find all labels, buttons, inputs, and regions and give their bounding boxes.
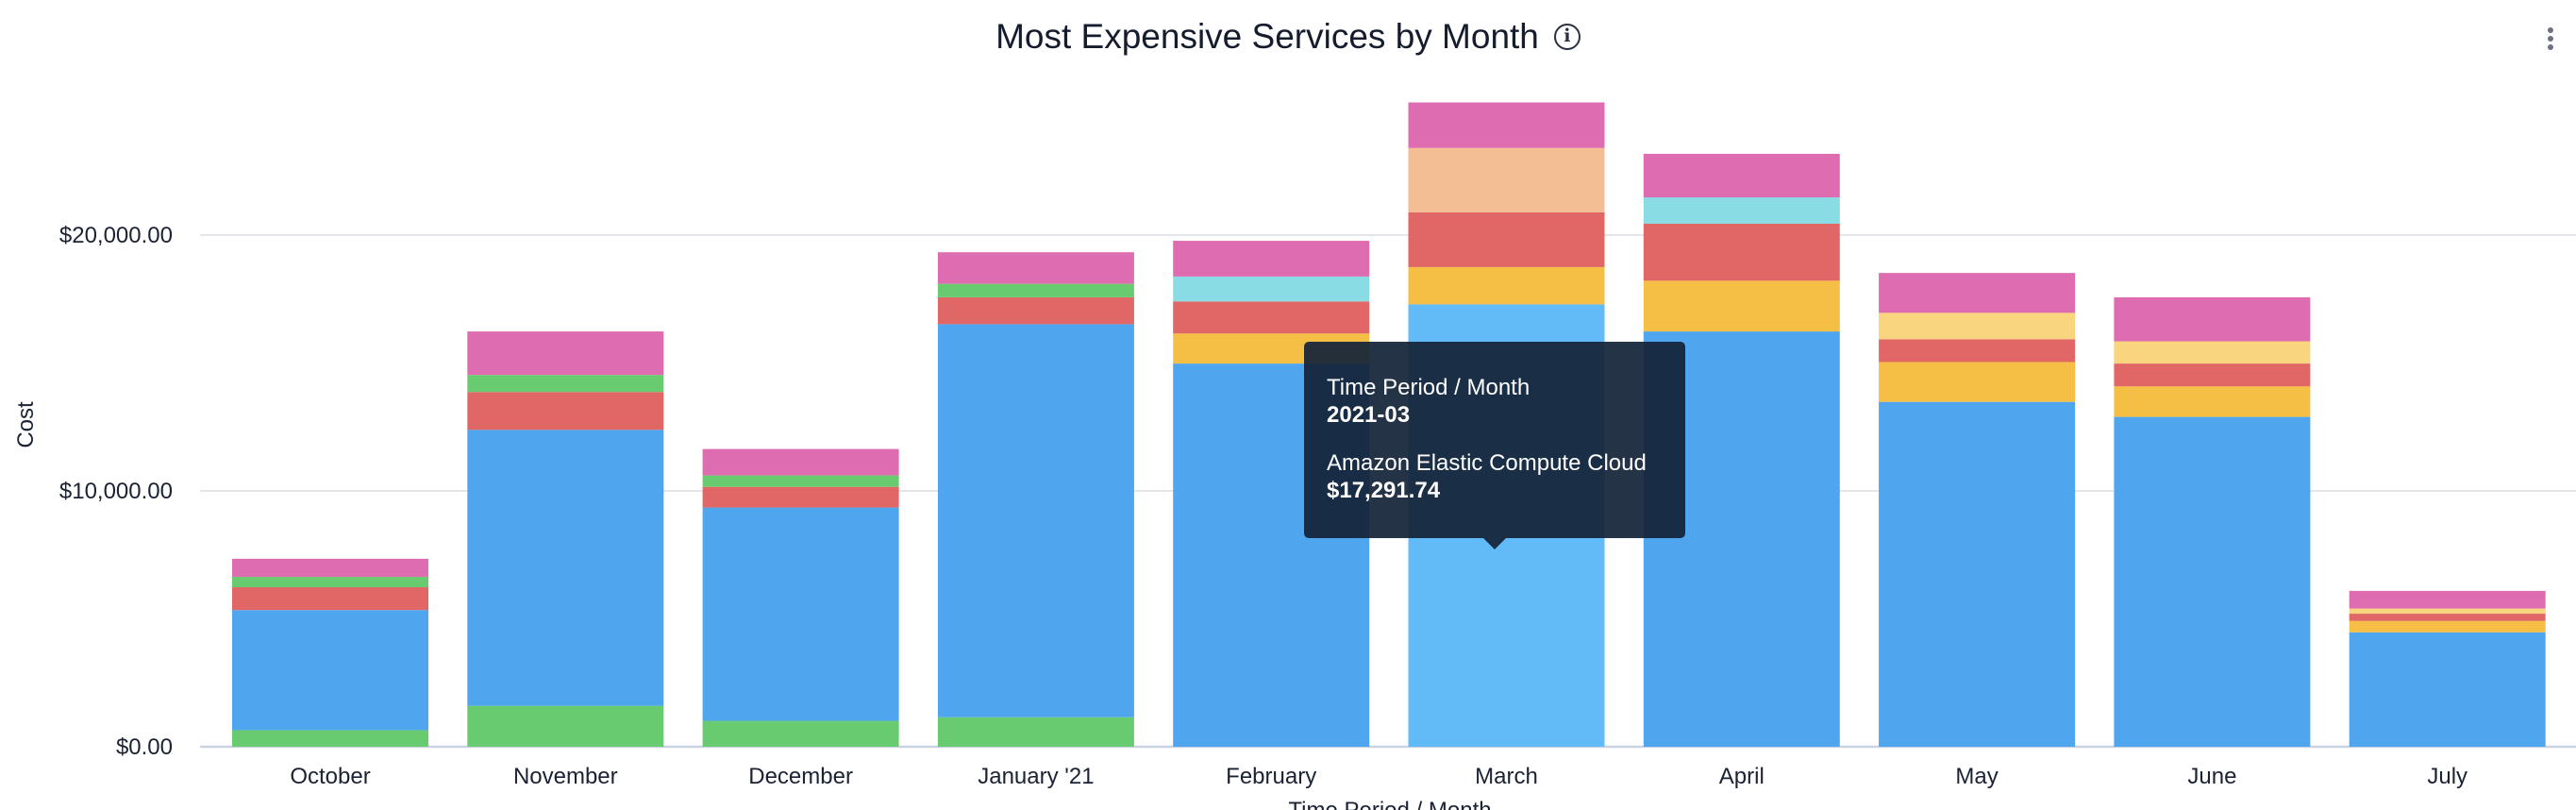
bar-segment[interactable] xyxy=(467,331,664,376)
x-tick-label: November xyxy=(513,764,618,789)
bar-segment[interactable] xyxy=(702,507,899,721)
bar-segment[interactable] xyxy=(2114,386,2311,417)
y-axis-title: Cost xyxy=(13,401,39,448)
info-circle-icon[interactable]: i xyxy=(1553,24,1581,50)
bar-segment[interactable] xyxy=(2349,620,2546,633)
bar-segment[interactable] xyxy=(2349,608,2546,615)
tooltip-series-value: $17,291.74 xyxy=(1327,478,1441,503)
bar-segment[interactable] xyxy=(1643,153,1840,198)
bar-segment[interactable] xyxy=(1408,266,1605,305)
x-axis-title: Time Period / Month xyxy=(1288,798,1491,810)
bar-segment[interactable] xyxy=(702,475,899,487)
x-tick-label: March xyxy=(1475,764,1538,789)
bar-segment[interactable] xyxy=(702,486,899,508)
bar-segment[interactable] xyxy=(2349,590,2546,609)
bar-segment[interactable] xyxy=(232,730,428,747)
x-tick-label: December xyxy=(748,764,853,789)
bar-segment[interactable] xyxy=(467,430,664,706)
bar-segment[interactable] xyxy=(1879,339,2076,363)
bar-segment[interactable] xyxy=(1879,401,2076,747)
bar-segment[interactable] xyxy=(1643,197,1840,224)
bar-segment[interactable] xyxy=(1173,241,1370,277)
x-tick-label: October xyxy=(290,764,370,789)
bar-segment[interactable] xyxy=(232,558,428,578)
bar-segment[interactable] xyxy=(2114,341,2311,364)
bar-segment[interactable] xyxy=(702,720,899,747)
bar-segment[interactable] xyxy=(1879,273,2076,313)
x-tick-label: July xyxy=(2427,764,2467,789)
x-tick-label: April xyxy=(1719,764,1765,789)
bar-segment[interactable] xyxy=(937,717,1134,747)
bar-segment[interactable] xyxy=(1643,280,1840,332)
bar-segment[interactable] xyxy=(937,324,1134,717)
bar-segment[interactable] xyxy=(467,705,664,747)
tooltip-dimension-value: 2021-03 xyxy=(1327,402,1411,428)
tooltip-arrow xyxy=(1483,538,1506,549)
bar-segment[interactable] xyxy=(1879,312,2076,340)
tooltip-series-label: Amazon Elastic Compute Cloud xyxy=(1327,450,1647,476)
bar-segment[interactable] xyxy=(232,587,428,611)
x-tick-label: January '21 xyxy=(978,764,1094,789)
bar-segment[interactable] xyxy=(937,252,1134,284)
tooltip-dimension-label: Time Period / Month xyxy=(1327,375,1531,400)
bar-segment[interactable] xyxy=(2114,363,2311,387)
chart-header: Most Expensive Services by Month i xyxy=(0,17,2576,57)
bar-segment[interactable] xyxy=(1173,301,1370,334)
bar-segment[interactable] xyxy=(2349,614,2546,621)
bar-segment[interactable] xyxy=(232,610,428,731)
bar-segment[interactable] xyxy=(1879,362,2076,402)
y-tick-label: $20,000.00 xyxy=(59,223,173,248)
x-tick-label: June xyxy=(2187,764,2236,789)
chart-title: Most Expensive Services by Month xyxy=(995,17,1539,56)
y-tick-label: $0.00 xyxy=(116,734,173,760)
bar-segment[interactable] xyxy=(232,577,428,588)
bar-segment[interactable] xyxy=(1408,211,1605,267)
bar-segment[interactable] xyxy=(2114,416,2311,747)
x-tick-label: May xyxy=(1955,764,1998,789)
bar-segment[interactable] xyxy=(1643,223,1840,281)
bar-segment[interactable] xyxy=(2349,632,2546,747)
tooltip: Time Period / Month 2021-03 Amazon Elast… xyxy=(1304,342,1685,538)
x-tick-label: February xyxy=(1226,764,1316,789)
bar-segment[interactable] xyxy=(1408,147,1605,212)
y-tick-label: $10,000.00 xyxy=(59,479,173,504)
bar-segment[interactable] xyxy=(937,283,1134,297)
bar-segment[interactable] xyxy=(1408,102,1605,148)
bar-segment[interactable] xyxy=(467,375,664,393)
bar-segment[interactable] xyxy=(1173,276,1370,302)
bar-segment[interactable] xyxy=(467,392,664,430)
bar-segment[interactable] xyxy=(2114,296,2311,342)
bar-segment[interactable] xyxy=(937,296,1134,325)
bar-segment[interactable] xyxy=(702,448,899,476)
kebab-menu-icon[interactable] xyxy=(2542,25,2559,59)
